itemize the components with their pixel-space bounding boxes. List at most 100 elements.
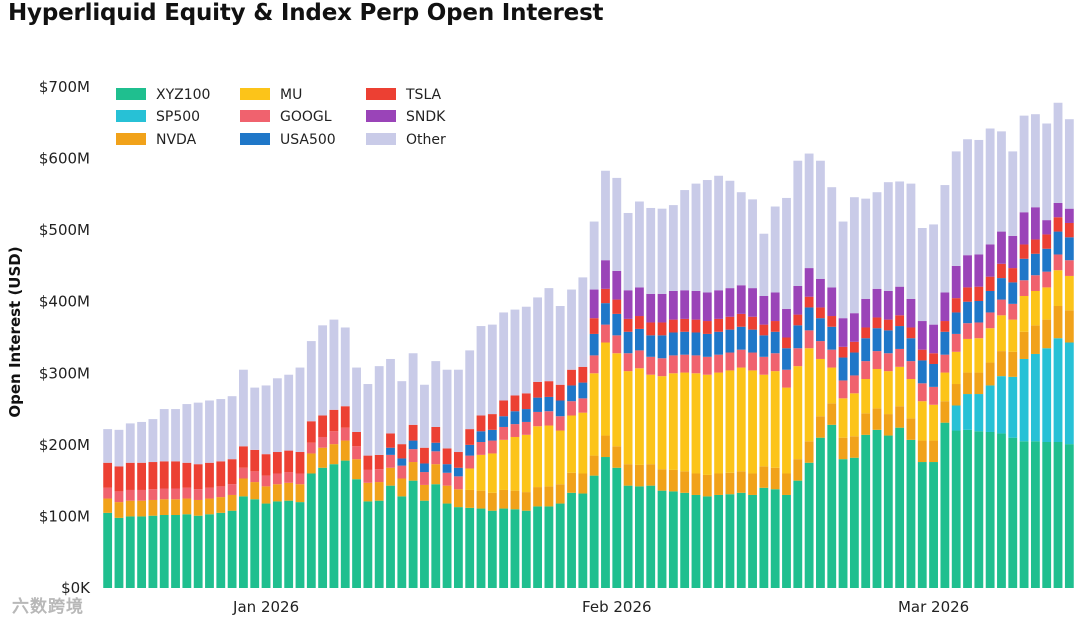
bar-segment-tsla (159, 461, 169, 489)
bar-segment-sndk (646, 293, 656, 323)
bar-segment-tsla (340, 406, 350, 428)
bar-segment-tsla (929, 353, 938, 364)
bar-segment-xyz100 (239, 496, 248, 588)
bar-segment-nvda (148, 499, 158, 516)
bar-segment-other (793, 160, 803, 286)
legend-item-googl: GOOGL (240, 109, 332, 125)
bar-segment-other (567, 289, 576, 370)
bar-segment-usa500 (895, 326, 905, 349)
bar-segment-googl (567, 401, 576, 416)
legend-item-sndk: SNDK (366, 109, 446, 125)
bar-segment-other (295, 367, 305, 453)
bar-segment-tsla (408, 424, 418, 441)
bar-segment-nvda (997, 351, 1006, 377)
bar-segment-mu (635, 368, 644, 465)
bar-segment-sndk (929, 324, 938, 354)
bar-segment-other (352, 367, 361, 432)
bar-segment-xyz100 (849, 457, 859, 588)
bar-segment-usa500 (1064, 237, 1074, 261)
bar-segment-sp500 (1064, 342, 1074, 445)
bar-segment-googl (702, 356, 712, 375)
bar-segment-nvda (476, 490, 486, 509)
bar-segment-xyz100 (306, 473, 316, 588)
y-tick-label: $300M (39, 364, 90, 382)
bar-segment-sndk (714, 290, 724, 319)
bar-segment-xyz100 (997, 433, 1006, 588)
bar-segment-xyz100 (442, 503, 452, 588)
bar-segment-tsla (1042, 234, 1052, 249)
y-axis: $0K $100M $200M $300M $400M $500M $600M $700M (39, 78, 91, 597)
bar-segment-usa500 (386, 447, 395, 455)
bar-segment-other (635, 201, 644, 288)
bar-segment-tsla (1053, 217, 1063, 232)
bar-segment-other (714, 175, 724, 291)
bar-segment-googl (793, 348, 803, 367)
bar-segment-tsla (114, 466, 124, 492)
bar-segment-tsla (827, 316, 837, 327)
bar-segment-tsla (736, 313, 746, 327)
bar-segment-tsla (363, 455, 373, 470)
bar-segment-googl (499, 426, 509, 440)
bar-segment-nvda (804, 441, 814, 463)
bar-segment-other (227, 396, 237, 460)
legend-item-mu: MU (240, 87, 302, 103)
bar-segment-tsla (284, 450, 294, 473)
bar-segment-usa500 (691, 332, 701, 356)
bar-segment-tsla (714, 318, 724, 332)
bar-segment-googl (148, 489, 158, 500)
watermark: 六数跨境 (12, 597, 84, 617)
bar-segment-mu (646, 374, 656, 465)
bar-segment-sndk (849, 313, 859, 342)
bar-segment-usa500 (1030, 253, 1040, 276)
bar-segment-xyz100 (963, 429, 972, 588)
bar-segment-xyz100 (544, 506, 554, 588)
bar-segment-mu (555, 430, 565, 485)
bar-segment-googl (397, 465, 407, 479)
bar-segment-tsla (951, 298, 961, 313)
bar-segment-sndk (759, 295, 769, 325)
bar-segment-xyz100 (623, 485, 633, 588)
bar-segment-nvda (205, 498, 214, 515)
bar-segment-tsla (680, 318, 690, 332)
bar-segment-other (453, 369, 463, 453)
bar-segment-sndk (725, 288, 735, 317)
bar-segment-nvda (114, 502, 124, 518)
bar-segment-nvda (770, 467, 780, 490)
bar-segment-mu (612, 353, 622, 447)
bar-segment-googl (861, 361, 871, 380)
bar-segment-other (895, 181, 905, 287)
bar-segment-usa500 (951, 312, 961, 334)
bar-segment-tsla (804, 296, 814, 308)
bar-segment-other (589, 221, 599, 290)
bar-segment-usa500 (929, 363, 938, 387)
bar-segment-nvda (861, 413, 871, 435)
bar-segment-googl (997, 299, 1006, 316)
bar-segment-usa500 (555, 400, 565, 417)
bar-segment-googl (125, 489, 135, 501)
bar-segment-sndk (691, 290, 701, 320)
bar-segment-mu (601, 342, 610, 436)
bar-segment-sndk (974, 254, 984, 287)
bar-segment-xyz100 (431, 484, 441, 588)
bar-segment-googl (284, 472, 294, 483)
bar-segment-sndk (861, 298, 871, 328)
bar-segment-tsla (329, 409, 339, 432)
bar-segment-usa500 (906, 338, 916, 362)
bar-segment-mu (487, 453, 497, 493)
bar-segment-other (442, 369, 452, 449)
bar-segment-other (114, 429, 124, 467)
bar-segment-googl (657, 358, 667, 377)
bar-segment-xyz100 (521, 510, 531, 588)
bar-segment-other (963, 139, 972, 256)
bar-segment-tsla (431, 426, 441, 443)
bar-segment-other (487, 324, 497, 415)
bar-segment-mu (510, 436, 520, 491)
bar-segment-tsla (125, 462, 135, 490)
bar-segment-mu (521, 434, 531, 493)
legend-label: USA500 (280, 132, 336, 148)
bar-segment-mu (895, 366, 905, 407)
bar-segment-sndk (793, 285, 803, 315)
bar-segment-googl (159, 488, 169, 500)
bar-segment-other (306, 341, 316, 422)
bar-segment-nvda (601, 435, 610, 458)
